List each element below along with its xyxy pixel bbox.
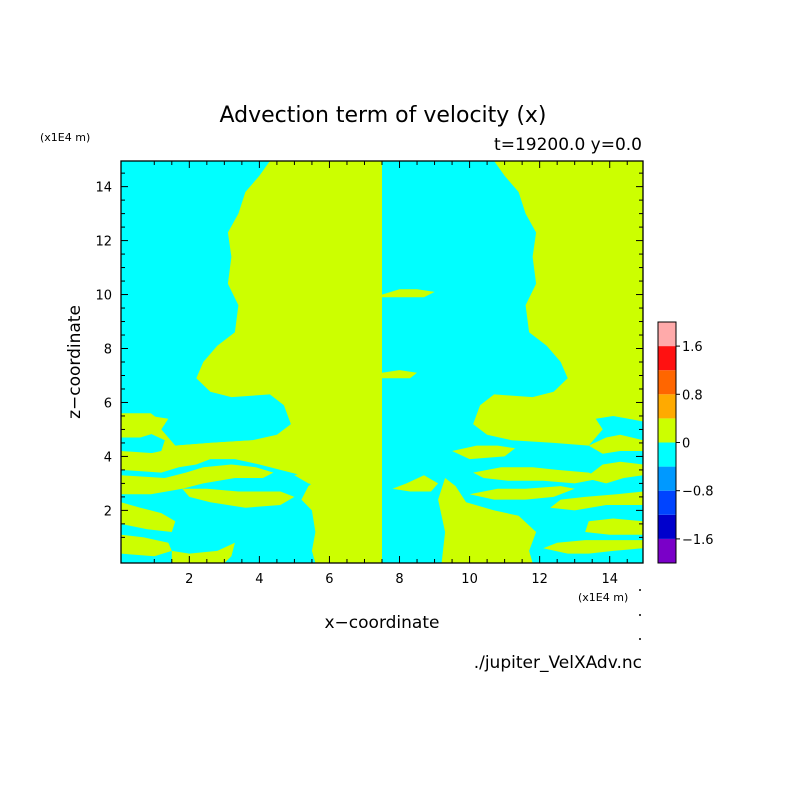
chart-title: Advection term of velocity (x): [219, 103, 546, 128]
colorbar-tick-label: 0: [682, 437, 690, 452]
colorbar-tick-label: −1.6: [682, 533, 714, 548]
positive-region: [121, 464, 274, 495]
axes: 2 4 6 8 10 12 14 2 4 6 8 10 12 14: [95, 160, 644, 587]
positive-region: [452, 445, 516, 460]
negative-region: [121, 161, 291, 446]
z-unit-label: (x1E4 m): [40, 131, 90, 144]
positive-region: [585, 461, 643, 484]
y-tick-label: 10: [95, 289, 112, 304]
positive-region: [382, 289, 435, 298]
colorbar-tick-label: −0.8: [682, 485, 714, 500]
colorbar-swatch: [658, 370, 676, 395]
y-tick-label: 2: [104, 504, 112, 519]
x-tick-label: 10: [461, 572, 478, 587]
colorbar-swatch: [658, 538, 676, 563]
x-axis-label: x−coordinate: [325, 613, 440, 633]
positive-region: [121, 502, 176, 532]
positive-region: [294, 467, 368, 492]
positive-region: [329, 286, 382, 300]
marker-dot: [639, 638, 641, 640]
y-tick-label: 14: [95, 181, 112, 196]
positive-region: [550, 491, 643, 511]
x-tick-label: 4: [255, 572, 263, 587]
colorbar-swatch: [658, 514, 676, 539]
positive-region: [473, 467, 603, 484]
positive-region: [585, 518, 643, 535]
y-axis-label: z−coordinate: [65, 305, 85, 419]
source-filename: ./jupiter_VelXAdv.nc: [474, 653, 642, 673]
x-tick-label: 12: [531, 572, 548, 587]
colorbar-swatch: [658, 322, 676, 347]
positive-region: [347, 367, 382, 379]
positive-region: [121, 413, 165, 438]
y-tick-label: 4: [104, 450, 112, 465]
positive-region: [171, 542, 235, 563]
x-tick-label: 6: [325, 572, 333, 587]
y-tick-label: 8: [104, 343, 112, 358]
positive-region: [382, 370, 417, 379]
colorbar-tick-label: 1.6: [682, 340, 703, 355]
colorbar-swatch: [658, 466, 676, 491]
y-tick-label: 6: [104, 396, 112, 411]
positive-region: [121, 451, 176, 465]
positive-region: [469, 486, 575, 500]
x-unit-label: (x1E4 m): [578, 591, 628, 604]
colorbar: −1.6 −0.8 0 0.8 1.6: [657, 321, 714, 564]
colorbar-tick-label: 0.8: [682, 388, 703, 403]
colorbar-swatch: [658, 490, 676, 515]
plot-area: [121, 161, 643, 563]
positive-region: [392, 475, 439, 492]
x-tick-label: 2: [185, 572, 193, 587]
positive-region: [588, 434, 643, 454]
colorbar-swatch: [658, 346, 676, 371]
marker-dot: [639, 614, 641, 616]
colorbar-swatch: [658, 418, 676, 443]
negative-region: [382, 161, 643, 563]
chart-subtitle: t=19200.0 y=0.0: [494, 135, 642, 155]
x-tick-label: 14: [601, 572, 618, 587]
positive-region: [175, 440, 270, 454]
colorbar-swatch: [658, 394, 676, 419]
x-tick-label: 8: [395, 572, 403, 587]
positive-region: [543, 540, 643, 554]
marker-dot: [639, 589, 641, 591]
colorbar-swatch: [658, 442, 676, 467]
positive-region: [182, 488, 295, 508]
positive-region: [121, 534, 172, 557]
y-tick-label: 12: [95, 235, 112, 250]
